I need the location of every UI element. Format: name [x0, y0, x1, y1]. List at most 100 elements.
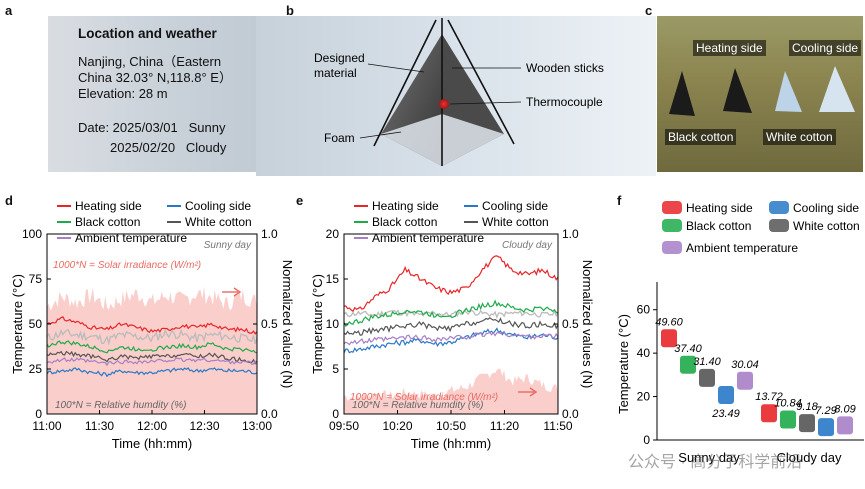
- y-tick-label: 15: [326, 272, 340, 286]
- series-line-heating-side: [46, 316, 258, 335]
- bar-data-label: 10.84: [774, 397, 802, 409]
- wooden-stick-right: [447, 19, 515, 145]
- bar-ambient-temperature: [837, 416, 853, 435]
- y-tick-label: 75: [29, 272, 43, 286]
- date-cloudy: 2025/02/20 Cloudy: [110, 140, 227, 155]
- day-annotation: Sunny day: [204, 240, 252, 251]
- series-line-black-cotton: [343, 299, 559, 328]
- y-tick-label: 5: [332, 362, 339, 376]
- label-foam: Foam: [324, 131, 355, 145]
- bar-black-cotton: [780, 410, 796, 429]
- legend-label: Ambient temperature: [75, 231, 187, 245]
- y-axis-label: Temperature (°C): [616, 314, 631, 414]
- label-thermocouple: Thermocouple: [526, 95, 603, 109]
- humidity-annotation: 100*N = Relative humdity (%): [352, 400, 483, 411]
- bar-data-label: 8.09: [834, 403, 855, 415]
- bar-cooling-side: [718, 385, 734, 404]
- leader-foam: [359, 131, 402, 139]
- y2-tick-label: 1.0: [261, 227, 278, 241]
- y2-tick-label: 0.5: [261, 317, 278, 331]
- y-tick-label: 60: [637, 303, 651, 317]
- category-label: Sunny day: [678, 450, 740, 465]
- legend-label: Ambient temperature: [686, 241, 798, 255]
- y-tick-label: 10: [326, 317, 340, 331]
- legend-label: Black cotton: [686, 219, 751, 233]
- bar-white-cotton: [799, 414, 815, 433]
- x-tick-label: 10:20: [382, 419, 412, 433]
- panel-label-f: f: [617, 193, 622, 208]
- series-line-cooling-side: [46, 367, 258, 378]
- series-line-black-cotton: [46, 340, 258, 354]
- tent-cooling-side: [819, 66, 855, 112]
- series-line-ambient-temperature: [343, 330, 559, 346]
- y-tick-label: 0: [332, 407, 339, 421]
- y-tick-label: 20: [326, 227, 340, 241]
- legend-label: Ambient temperature: [372, 231, 484, 245]
- bar-data-label: 30.04: [731, 359, 759, 371]
- legend-label: Black cotton: [372, 215, 437, 229]
- location-line-1: Nanjing, China（Eastern: [78, 54, 222, 69]
- y-tick-label: 0: [643, 433, 650, 447]
- series-line-white-cotton: [46, 350, 258, 365]
- tent-black-cotton: [669, 71, 695, 116]
- category-label: Cloudy day: [776, 450, 842, 465]
- x-axis-label: Time (hh:mm): [112, 436, 192, 451]
- x-tick-label: 10:50: [436, 419, 466, 433]
- watermark-text: 公众号 · 高分子科学前沿: [628, 454, 803, 471]
- x-tick-label: 11:20: [490, 419, 519, 433]
- y-tick-label: 20: [637, 390, 651, 404]
- bar-black-cotton: [680, 355, 696, 374]
- legend-swatch: [769, 201, 789, 214]
- elevation-text: Elevation: 28 m: [78, 86, 168, 101]
- bar-data-label: 37.40: [674, 343, 702, 355]
- panel-label-e: e: [296, 193, 304, 208]
- y-tick-label: 40: [637, 346, 651, 360]
- location-line-2: China 32.03° N,118.8° E）: [78, 70, 232, 85]
- bar-heating-side: [661, 329, 677, 348]
- y2-tick-label: 0.0: [562, 407, 579, 421]
- bar-cooling-side: [818, 418, 834, 437]
- leader-thermocouple: [449, 101, 522, 105]
- legend-swatch: [662, 219, 682, 232]
- bar-data-label: 9.18: [796, 401, 818, 413]
- chart-e: 0 5 10 15 20 0.0 0.5 1.0 09:50 10:20 10:50 11:20 11:…: [310, 199, 595, 451]
- bar-ambient-temperature: [737, 371, 753, 390]
- wooden-stick-left: [373, 19, 437, 147]
- y-tick-label: 100: [22, 227, 42, 241]
- y2-tick-label: 0.5: [562, 317, 579, 331]
- field-photo: Heating side Cooling side Black cotton W…: [657, 16, 863, 172]
- bar-data-label: 7.29: [815, 405, 836, 417]
- photo-label-cooling: Cooling side: [789, 40, 862, 56]
- label-material: material: [314, 66, 357, 80]
- y2-axis-label: Normalized values (N): [280, 260, 295, 389]
- location-title: Location and weather: [78, 26, 217, 41]
- panel-label-d: d: [5, 193, 13, 208]
- tent-diagram: Designed material Wooden sticks Thermoco…: [256, 16, 656, 176]
- date-sunny: Date: 2025/03/01 Sunny: [78, 120, 226, 135]
- panel-label-a: a: [5, 3, 13, 18]
- label-wooden-sticks: Wooden sticks: [526, 61, 604, 75]
- bar-white-cotton: [699, 368, 715, 387]
- y2-tick-label: 1.0: [562, 227, 579, 241]
- x-tick-label: 12:30: [189, 419, 219, 433]
- y-tick-label: 50: [29, 317, 43, 331]
- y2-axis-label: Normalized values (N): [580, 260, 595, 389]
- series-line-white-cotton: [343, 317, 559, 336]
- humidity-line: [46, 328, 258, 346]
- y-tick-label: 25: [29, 362, 43, 376]
- x-tick-label: 09:50: [329, 419, 359, 433]
- bar-data-label: 23.49: [711, 408, 740, 420]
- series-line-cooling-side: [343, 327, 559, 354]
- x-tick-label: 11:00: [32, 419, 61, 433]
- tent-white-cotton: [775, 71, 802, 112]
- legend-label: Cooling side: [185, 199, 251, 213]
- photo-label-black: Black cotton: [665, 129, 737, 145]
- legend-label: White cotton: [185, 215, 252, 229]
- thermocouple-dot: [439, 99, 449, 109]
- legend-label: White cotton: [482, 215, 549, 229]
- label-designed: Designed: [314, 51, 365, 65]
- humidity-line: [343, 308, 559, 320]
- series-line-heating-side: [343, 255, 559, 313]
- solar-arrow-head: [233, 287, 242, 297]
